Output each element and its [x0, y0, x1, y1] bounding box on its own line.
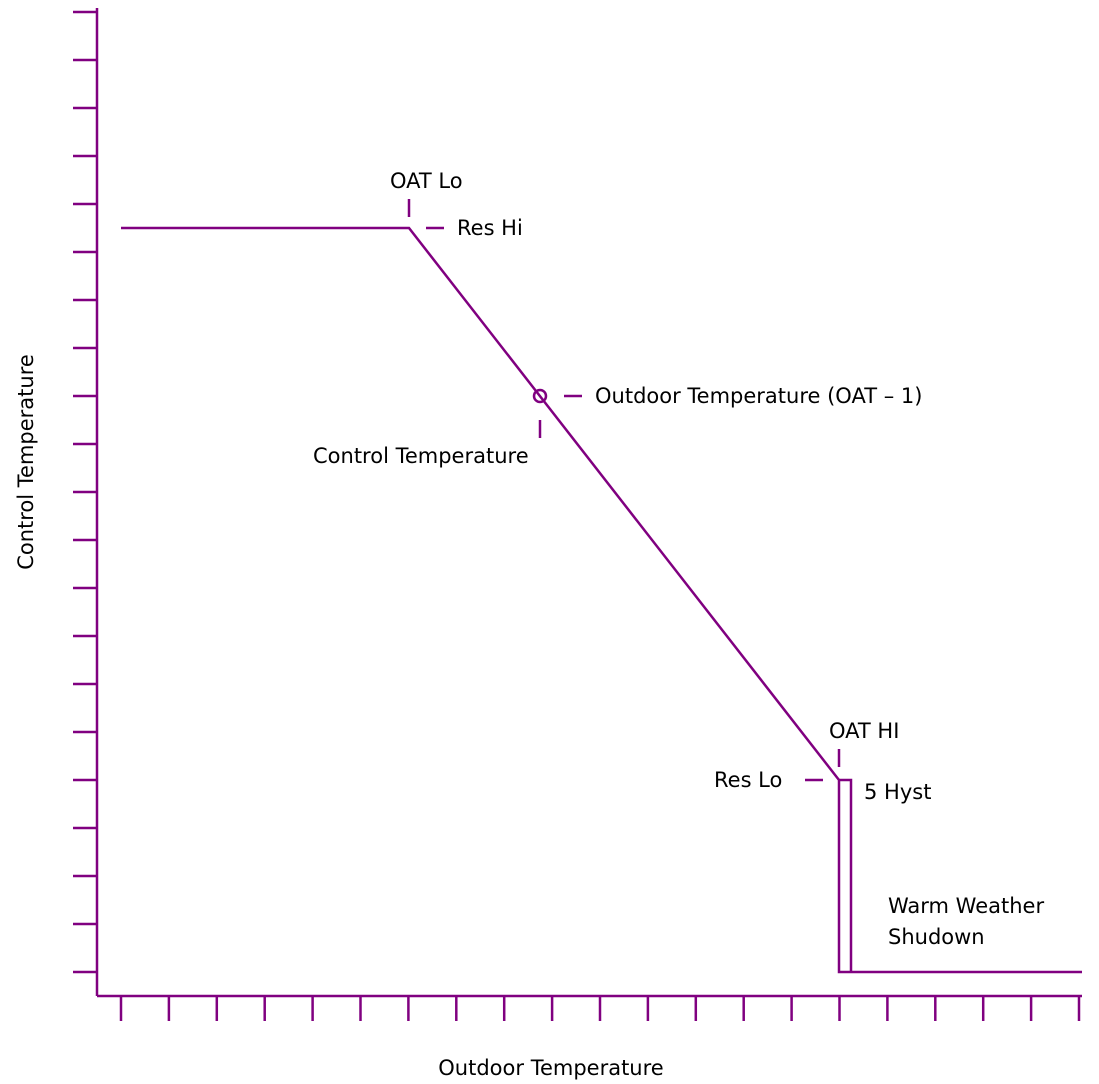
- reset-schedule-line: [121, 226, 1082, 974]
- x-axis-title: Outdoor Temperature: [438, 1056, 663, 1080]
- axes: [95, 8, 1082, 998]
- y-axis-ticks: [73, 10, 97, 974]
- control-point-marker: [532, 388, 548, 404]
- oat-lo-label: OAT Lo: [390, 169, 463, 193]
- res-lo-label: Res Lo: [714, 768, 782, 792]
- outdoor-temp-point-label: Outdoor Temperature (OAT – 1): [595, 384, 922, 408]
- reset-curve: [121, 226, 1082, 974]
- oat-hi-label: OAT HI: [829, 719, 899, 743]
- x-axis-ticks: [119, 996, 1081, 1021]
- hysteresis-label: 5 Hyst: [864, 780, 931, 804]
- control-temp-point-label: Control Temperature: [313, 444, 529, 468]
- y-axis-title: Control Temperature: [14, 354, 38, 570]
- warm-weather-label-line2: Shudown: [888, 925, 985, 949]
- leader-marks: [407, 199, 841, 782]
- warm-weather-label-line1: Warm Weather: [888, 894, 1044, 918]
- res-hi-label: Res Hi: [457, 216, 523, 240]
- hysteresis-line: [839, 778, 853, 972]
